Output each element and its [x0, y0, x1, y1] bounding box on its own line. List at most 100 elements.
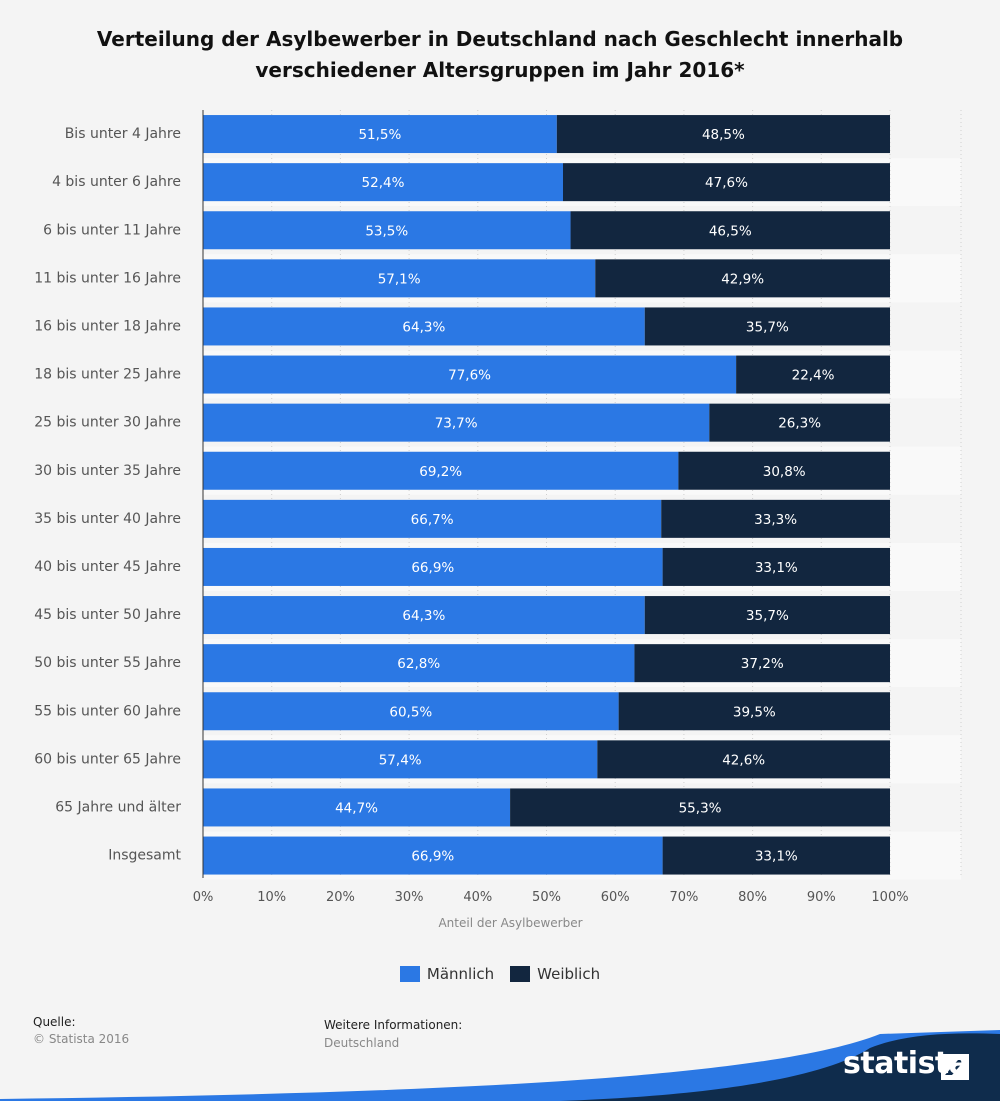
data-label: 51,5% — [358, 127, 401, 143]
legend-label: Männlich — [426, 965, 495, 983]
category-label: 40 bis unter 45 Jahre — [34, 559, 181, 575]
stacked-bar-chart: 51,5% 48,5% 52,4% 47,6% 53,5% 46,5% 57,1% 42,9%… — [34, 110, 962, 930]
legend-swatch — [399, 966, 420, 982]
chart-title-line-2: verschiedener Altersgruppen im Jahr 2016… — [255, 58, 745, 82]
category-label: 55 bis unter 60 Jahre — [34, 703, 181, 719]
category-labels: Bis unter 4 Jahre 4 bis unter 6 Jahre 6 bi… — [34, 126, 181, 863]
data-label: 52,4% — [362, 175, 405, 191]
data-label: 57,4% — [379, 752, 422, 768]
bar-weiblich[interactable] — [595, 259, 890, 298]
source-text: © Statista 2016 — [33, 1032, 130, 1046]
bar-weiblich[interactable] — [709, 403, 890, 442]
legend-swatch — [510, 966, 531, 982]
bar-weiblich[interactable] — [644, 307, 890, 346]
data-label: 35,7% — [746, 319, 789, 335]
bar-maennlich[interactable] — [203, 836, 663, 875]
data-label: 60,5% — [389, 704, 432, 720]
data-label: 57,1% — [378, 271, 421, 287]
bar-maennlich[interactable] — [203, 596, 645, 635]
bar-weiblich[interactable] — [662, 547, 890, 586]
data-label: 69,2% — [419, 464, 462, 480]
bar-maennlich[interactable] — [203, 403, 710, 442]
data-label: 66,7% — [411, 512, 454, 528]
bar-maennlich[interactable] — [203, 259, 596, 298]
data-label: 77,6% — [448, 368, 491, 384]
data-label: 42,6% — [722, 752, 765, 768]
brand-wave-accent — [0, 1030, 1000, 1101]
x-tick-label: 100% — [871, 890, 908, 905]
data-label: 66,9% — [411, 560, 454, 576]
category-label: 30 bis unter 35 Jahre — [34, 463, 181, 479]
bar-weiblich[interactable] — [662, 836, 890, 875]
data-label: 46,5% — [709, 223, 752, 239]
bar-weiblich[interactable] — [570, 211, 890, 250]
data-label: 39,5% — [733, 704, 776, 720]
data-label: 35,7% — [746, 608, 789, 624]
data-label: 53,5% — [365, 223, 408, 239]
data-label: 48,5% — [702, 127, 745, 143]
bar-weiblich[interactable] — [556, 115, 890, 154]
statista-logo-icon — [941, 1054, 969, 1080]
data-label: 30,8% — [763, 464, 806, 480]
data-label: 64,3% — [402, 608, 445, 624]
bar-maennlich[interactable] — [203, 307, 645, 346]
bar-maennlich[interactable] — [203, 211, 571, 250]
source-title: Quelle: — [33, 1015, 76, 1029]
data-label: 42,9% — [721, 271, 764, 287]
bar-maennlich[interactable] — [203, 788, 511, 827]
bar-maennlich[interactable] — [203, 163, 563, 202]
bars: 51,5% 48,5% 52,4% 47,6% 53,5% 46,5% 57,1% 42,9%… — [203, 115, 890, 875]
category-label: 4 bis unter 6 Jahre — [52, 174, 181, 190]
legend-item-maennlich[interactable]: Männlich — [399, 965, 495, 983]
category-label: 45 bis unter 50 Jahre — [34, 607, 181, 623]
brand-banner — [0, 1030, 1000, 1101]
bar-weiblich[interactable] — [678, 451, 890, 490]
x-tick-label: 90% — [807, 890, 836, 905]
data-label: 55,3% — [679, 800, 722, 816]
bar-maennlich[interactable] — [203, 115, 557, 154]
category-label: 16 bis unter 18 Jahre — [34, 318, 181, 334]
bar-maennlich[interactable] — [203, 451, 679, 490]
bar-maennlich[interactable] — [203, 355, 737, 394]
x-tick-label: 60% — [601, 890, 630, 905]
data-label: 37,2% — [741, 656, 784, 672]
chart-title-line-1: Verteilung der Asylbewerber in Deutschla… — [96, 27, 904, 51]
category-label: 11 bis unter 16 Jahre — [34, 270, 181, 286]
legend: Männlich Weiblich — [0, 965, 1000, 986]
x-tick-label: 0% — [193, 890, 214, 905]
category-label: 65 Jahre und älter — [55, 799, 181, 815]
statista-logo-text[interactable]: statista — [843, 1046, 969, 1081]
data-label: 33,3% — [754, 512, 797, 528]
bar-weiblich[interactable] — [510, 788, 890, 827]
chart-title: Verteilung der Asylbewerber in Deutschla… — [60, 24, 940, 86]
bar-maennlich[interactable] — [203, 740, 598, 779]
x-tick-label: 40% — [463, 890, 492, 905]
data-label: 33,1% — [755, 849, 798, 865]
data-label: 26,3% — [778, 416, 821, 432]
bar-weiblich[interactable] — [661, 499, 890, 538]
category-label: 35 bis unter 40 Jahre — [34, 511, 181, 527]
data-label: 62,8% — [397, 656, 440, 672]
bar-weiblich[interactable] — [597, 740, 890, 779]
bar-weiblich[interactable] — [562, 163, 890, 202]
bar-weiblich[interactable] — [634, 644, 890, 683]
x-axis-title: Anteil der Asylbewerber — [438, 916, 582, 930]
legend-item-weiblich[interactable]: Weiblich — [510, 965, 600, 983]
x-tick-label: 80% — [738, 890, 767, 905]
data-label: 73,7% — [435, 416, 478, 432]
data-label: 44,7% — [335, 800, 378, 816]
category-label: 18 bis unter 25 Jahre — [34, 367, 181, 383]
data-label: 66,9% — [411, 849, 454, 865]
data-label: 64,3% — [402, 319, 445, 335]
bar-weiblich[interactable] — [736, 355, 890, 394]
data-label: 47,6% — [705, 175, 748, 191]
bar-weiblich[interactable] — [618, 692, 890, 731]
x-tick-label: 10% — [257, 890, 286, 905]
bar-maennlich[interactable] — [203, 692, 619, 731]
bar-weiblich[interactable] — [644, 596, 890, 635]
bar-maennlich[interactable] — [203, 644, 635, 683]
x-tick-label: 70% — [669, 890, 698, 905]
bar-maennlich[interactable] — [203, 547, 663, 586]
info-title[interactable]: Weitere Informationen: — [324, 1018, 463, 1032]
bar-maennlich[interactable] — [203, 499, 662, 538]
